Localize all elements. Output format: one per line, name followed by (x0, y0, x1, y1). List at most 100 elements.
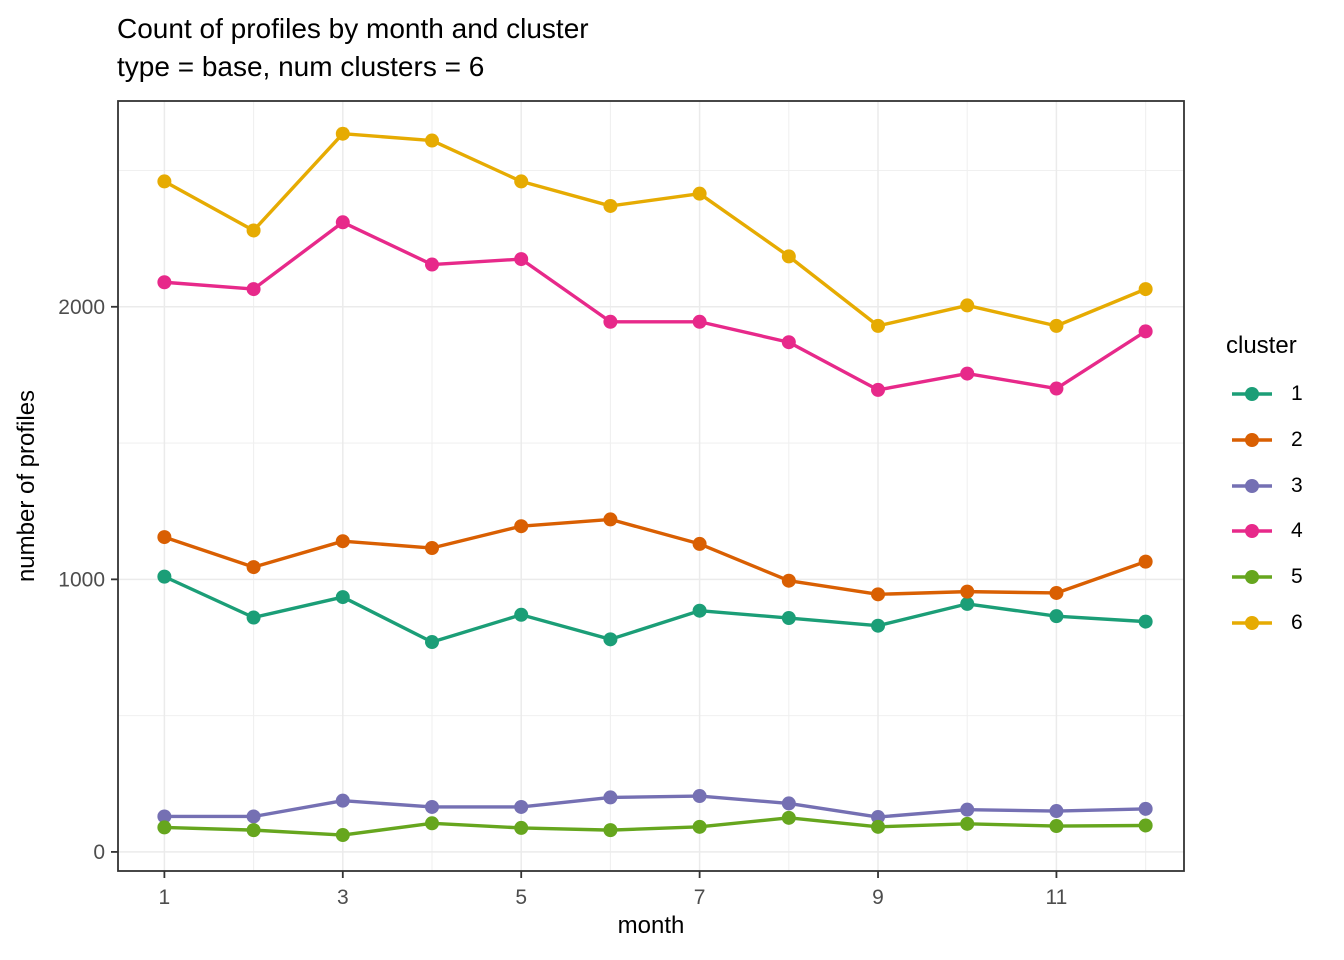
data-point-cluster-6 (425, 133, 440, 148)
data-point-cluster-2 (692, 536, 707, 551)
data-point-cluster-3 (157, 809, 172, 824)
data-point-cluster-6 (246, 223, 261, 238)
x-tick-label: 5 (515, 886, 527, 909)
legend-label: 6 (1291, 611, 1303, 634)
data-point-cluster-6 (692, 186, 707, 201)
data-point-cluster-5 (157, 820, 172, 835)
data-point-cluster-5 (335, 828, 350, 843)
data-point-cluster-1 (514, 607, 529, 622)
data-point-cluster-2 (514, 519, 529, 534)
data-point-cluster-5 (514, 820, 529, 835)
series-line-cluster-3 (162, 794, 1148, 819)
data-point-cluster-5 (1138, 818, 1153, 833)
data-point-cluster-1 (603, 632, 618, 647)
data-point-cluster-2 (157, 530, 172, 545)
legend-key-icon (1232, 387, 1272, 401)
data-point-cluster-2 (781, 573, 796, 588)
data-point-cluster-1 (1138, 614, 1153, 629)
data-point-cluster-4 (425, 257, 440, 272)
data-point-cluster-6 (157, 174, 172, 189)
legend-entry-cluster-5: 5 (1230, 565, 1303, 589)
data-point-cluster-3 (692, 789, 707, 804)
data-point-cluster-5 (1049, 819, 1064, 834)
data-point-cluster-6 (871, 318, 886, 333)
data-point-cluster-6 (1138, 282, 1153, 297)
data-point-cluster-6 (514, 174, 529, 189)
data-point-cluster-3 (960, 802, 975, 817)
data-point-cluster-3 (425, 799, 440, 814)
data-point-cluster-1 (871, 618, 886, 633)
y-tick-label: 1000 (58, 568, 105, 591)
legend-key-icon (1232, 616, 1272, 630)
x-tick-label: 1 (159, 886, 171, 909)
legend-key-icon (1232, 432, 1272, 447)
legend-label: 2 (1291, 427, 1303, 451)
legend-label: 5 (1291, 565, 1303, 589)
data-point-cluster-4 (514, 252, 529, 267)
data-point-cluster-3 (781, 796, 796, 811)
data-point-cluster-4 (335, 215, 350, 230)
legend-entry-cluster-3: 3 (1230, 473, 1303, 497)
series-line-cluster-4 (162, 220, 1148, 392)
data-point-cluster-6 (960, 298, 975, 313)
data-point-cluster-2 (1049, 585, 1064, 600)
data-point-cluster-1 (781, 611, 796, 626)
data-point-cluster-4 (960, 366, 975, 381)
data-point-cluster-2 (871, 587, 886, 602)
data-point-cluster-3 (1049, 804, 1064, 819)
data-point-cluster-5 (781, 810, 796, 825)
data-point-cluster-1 (960, 596, 975, 611)
x-tick-label: 11 (1046, 886, 1068, 909)
data-point-cluster-2 (246, 560, 261, 575)
data-point-cluster-1 (1049, 609, 1064, 624)
data-point-cluster-5 (246, 823, 261, 838)
legend-title: cluster (1226, 332, 1297, 359)
data-point-cluster-4 (246, 282, 261, 297)
data-point-cluster-4 (871, 382, 886, 397)
legend-key-icon (1232, 478, 1272, 493)
data-point-cluster-2 (960, 584, 975, 599)
data-point-cluster-5 (871, 819, 886, 834)
series-line-cluster-6 (162, 132, 1148, 328)
data-point-cluster-1 (157, 569, 172, 584)
data-point-cluster-3 (514, 799, 529, 814)
legend-label: 1 (1291, 382, 1303, 405)
data-point-cluster-3 (603, 790, 618, 805)
data-point-cluster-4 (157, 275, 172, 290)
data-point-cluster-4 (603, 314, 618, 329)
data-point-cluster-6 (781, 249, 796, 264)
data-point-cluster-1 (246, 610, 261, 625)
legend-entry-cluster-1: 1 (1230, 382, 1303, 405)
y-tick-label: 0 (93, 841, 105, 864)
data-point-cluster-6 (1049, 318, 1064, 333)
data-point-cluster-4 (781, 335, 796, 350)
data-point-cluster-6 (335, 126, 350, 141)
data-point-cluster-3 (1138, 801, 1153, 816)
data-point-cluster-2 (603, 512, 618, 527)
legend-key-icon (1232, 570, 1272, 585)
legend-label: 4 (1291, 519, 1303, 543)
x-tick-label: 3 (337, 886, 349, 909)
panel-background (118, 101, 1184, 871)
data-point-cluster-6 (603, 198, 618, 213)
data-point-cluster-1 (425, 635, 440, 650)
series-line-cluster-1 (162, 574, 1148, 644)
series-line-cluster-5 (162, 816, 1148, 837)
data-point-cluster-2 (335, 534, 350, 549)
x-axis-title: month (617, 912, 685, 939)
data-point-cluster-1 (335, 590, 350, 605)
legend-key-icon (1232, 524, 1272, 539)
panel-border (117, 100, 1185, 872)
data-point-cluster-1 (692, 603, 707, 618)
x-tick-label: 7 (694, 886, 706, 909)
legend-label: 3 (1291, 473, 1303, 497)
data-point-cluster-3 (246, 809, 261, 824)
data-point-cluster-2 (1138, 554, 1153, 569)
data-point-cluster-4 (692, 314, 707, 329)
data-point-cluster-3 (871, 810, 886, 825)
y-axis-title: number of profiles (13, 389, 40, 583)
data-point-cluster-4 (1049, 381, 1064, 396)
x-tick-label: 9 (872, 886, 884, 909)
